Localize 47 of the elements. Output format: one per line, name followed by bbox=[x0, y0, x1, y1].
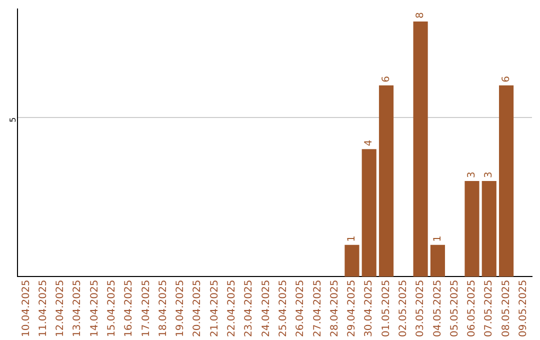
bar bbox=[362, 149, 376, 277]
x-tick-label: 23.04.2025 bbox=[244, 280, 255, 338]
bar bbox=[344, 244, 360, 277]
y-tick-label: 5 bbox=[8, 117, 18, 122]
x-tick-label: 29.04.2025 bbox=[346, 280, 358, 338]
x-tick-label: 28.04.2025 bbox=[329, 280, 340, 338]
bar bbox=[430, 244, 445, 277]
x-tick-label: 26.04.2025 bbox=[295, 280, 306, 338]
bar bbox=[464, 181, 480, 277]
bar bbox=[378, 85, 394, 277]
data-label: 1 bbox=[346, 235, 358, 242]
data-label: 1 bbox=[432, 235, 444, 242]
x-tick-label: 20.04.2025 bbox=[192, 280, 204, 338]
data-label: 6 bbox=[500, 76, 512, 82]
x-tick-label: 24.04.2025 bbox=[260, 280, 272, 338]
x-tick-label: 14.04.2025 bbox=[89, 280, 100, 338]
data-label: 3 bbox=[466, 172, 478, 178]
x-tick-label: 18.04.2025 bbox=[158, 280, 169, 338]
x-tick-label: 10.04.2025 bbox=[20, 280, 32, 338]
x-tick-label: 19.04.2025 bbox=[175, 280, 186, 338]
x-tick-label: 01.05.2025 bbox=[380, 280, 392, 338]
x-tick-label: 11.04.2025 bbox=[38, 280, 49, 338]
data-label: 4 bbox=[364, 140, 375, 146]
x-tick-label: 06.05.2025 bbox=[466, 280, 478, 338]
bar bbox=[482, 181, 496, 277]
x-tick-label: 27.04.2025 bbox=[312, 280, 324, 338]
x-tick-label: 15.04.2025 bbox=[106, 280, 118, 338]
x-tick-label: 08.05.2025 bbox=[500, 280, 512, 338]
x-tick-label: 09.05.2025 bbox=[518, 280, 530, 338]
data-label: 8 bbox=[415, 12, 426, 19]
x-tick-label: 22.04.2025 bbox=[226, 280, 238, 338]
bar bbox=[413, 22, 428, 277]
x-tick-label: 07.05.2025 bbox=[484, 280, 495, 338]
x-tick-label: 03.05.2025 bbox=[415, 280, 426, 338]
bar bbox=[498, 85, 514, 277]
x-tick-label: 02.05.2025 bbox=[398, 280, 409, 338]
x-tick-label: 12.04.2025 bbox=[55, 280, 66, 338]
x-tick-label: 04.05.2025 bbox=[432, 280, 444, 338]
x-tick-label: 13.04.2025 bbox=[72, 280, 84, 338]
x-tick-label: 30.04.2025 bbox=[364, 280, 375, 338]
x-tick-label: 17.04.2025 bbox=[140, 280, 152, 338]
x-tick-label: 16.04.2025 bbox=[124, 280, 135, 338]
x-tick-label: 05.05.2025 bbox=[449, 280, 460, 338]
x-tick-label: 25.04.2025 bbox=[278, 280, 289, 338]
x-tick-label: 21.04.2025 bbox=[209, 280, 220, 338]
data-label: 6 bbox=[380, 76, 392, 82]
data-label: 3 bbox=[484, 172, 495, 178]
